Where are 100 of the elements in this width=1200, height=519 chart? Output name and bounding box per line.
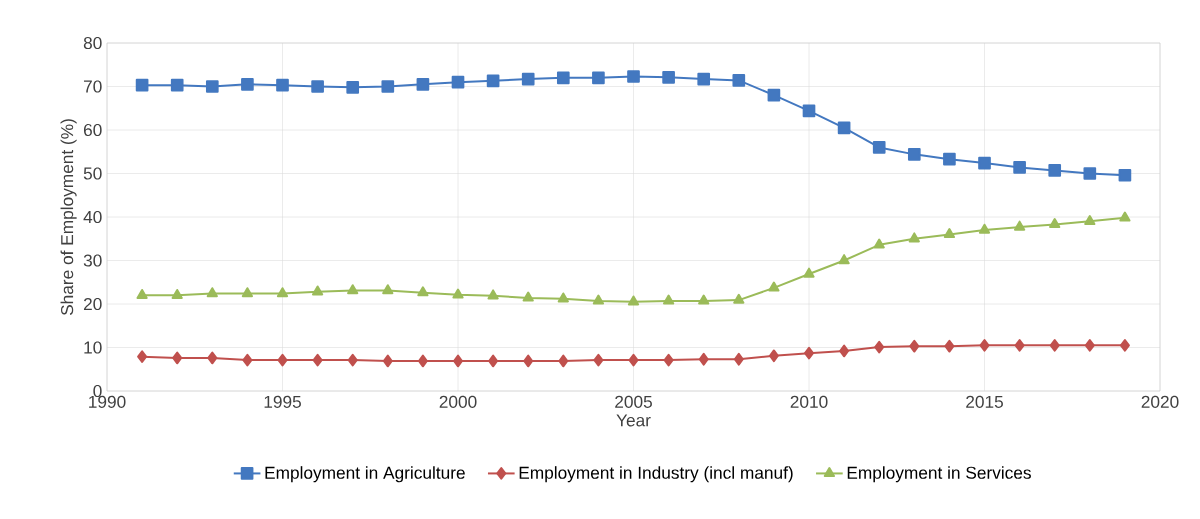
y-tick-label: 30	[83, 254, 102, 267]
point	[1049, 218, 1061, 229]
point	[382, 354, 393, 368]
point	[488, 354, 499, 368]
point	[312, 353, 323, 367]
point	[277, 353, 288, 367]
point	[732, 74, 746, 87]
y-tick-label: 0	[93, 384, 102, 398]
point	[417, 354, 428, 368]
x-tick-label: 2000	[439, 395, 477, 408]
point	[804, 346, 815, 360]
point	[592, 71, 605, 85]
point	[171, 288, 183, 299]
point	[346, 81, 360, 94]
x-tick-label: 1995	[264, 395, 301, 408]
point	[1014, 338, 1025, 352]
point	[347, 353, 358, 367]
point	[662, 71, 675, 84]
y-tick-label: 50	[83, 167, 102, 180]
point	[873, 238, 885, 249]
point	[803, 267, 815, 278]
point	[556, 71, 570, 85]
point	[593, 353, 604, 367]
legend-label: Employment in Industry (incl manuf)	[519, 466, 793, 483]
point	[521, 72, 535, 86]
point	[170, 78, 184, 92]
point	[382, 284, 394, 295]
point	[451, 75, 465, 89]
point	[733, 293, 745, 304]
point	[839, 344, 850, 358]
point	[417, 286, 429, 297]
point	[276, 78, 289, 92]
point	[733, 352, 744, 366]
point	[698, 352, 709, 366]
point	[627, 70, 640, 83]
point	[944, 339, 955, 353]
point	[1083, 167, 1097, 180]
point	[909, 339, 920, 353]
legend-label: Employment in Services	[847, 466, 1031, 483]
x-tick-label: 1990	[89, 395, 126, 408]
point	[557, 292, 569, 303]
y-tick-label: 60	[83, 123, 102, 137]
point	[1013, 220, 1026, 231]
point	[172, 351, 183, 365]
point	[453, 354, 464, 368]
y-tick-label: 70	[84, 80, 102, 93]
point	[206, 287, 218, 298]
x-tick-label: 2015	[966, 395, 1003, 408]
point	[627, 295, 640, 306]
point	[135, 78, 149, 92]
point	[872, 141, 886, 154]
point	[943, 152, 956, 166]
point	[663, 353, 674, 367]
point	[241, 77, 254, 91]
point	[522, 291, 534, 302]
point	[137, 350, 148, 363]
point	[1118, 168, 1132, 182]
point	[979, 338, 990, 352]
point	[697, 72, 711, 86]
point	[592, 294, 605, 305]
point	[207, 351, 218, 365]
legend-label: Employment in Agriculture	[265, 466, 465, 483]
x-tick-label: 2010	[790, 395, 828, 408]
point	[347, 284, 359, 295]
point	[416, 77, 430, 91]
point	[662, 294, 675, 305]
point	[802, 104, 816, 118]
point	[628, 353, 639, 367]
y-tick-label: 80	[83, 36, 102, 50]
point	[311, 80, 324, 93]
y-tick-label: 20	[83, 297, 102, 311]
point	[486, 74, 500, 88]
point	[242, 353, 253, 367]
point	[838, 254, 850, 265]
point	[558, 354, 569, 368]
point	[767, 88, 781, 102]
point	[978, 156, 991, 170]
point	[1084, 215, 1096, 226]
y-tick-label: 40	[83, 210, 102, 224]
point	[136, 288, 148, 299]
point	[241, 287, 254, 298]
point	[1119, 211, 1131, 222]
point	[978, 223, 991, 234]
x-tick-label: 2005	[615, 395, 652, 408]
point	[276, 287, 289, 298]
point	[1119, 338, 1130, 352]
x-tick-label: 2020	[1141, 395, 1179, 408]
point	[1049, 338, 1060, 352]
point	[907, 148, 921, 161]
point	[452, 288, 464, 299]
y-tick-label: 10	[84, 341, 102, 354]
point	[874, 340, 885, 354]
point	[943, 228, 956, 239]
point	[311, 285, 324, 296]
x-axis-title: Year	[616, 414, 651, 427]
point	[768, 281, 780, 292]
point	[381, 80, 395, 93]
point	[837, 121, 851, 135]
point	[698, 294, 710, 305]
point	[908, 232, 920, 243]
